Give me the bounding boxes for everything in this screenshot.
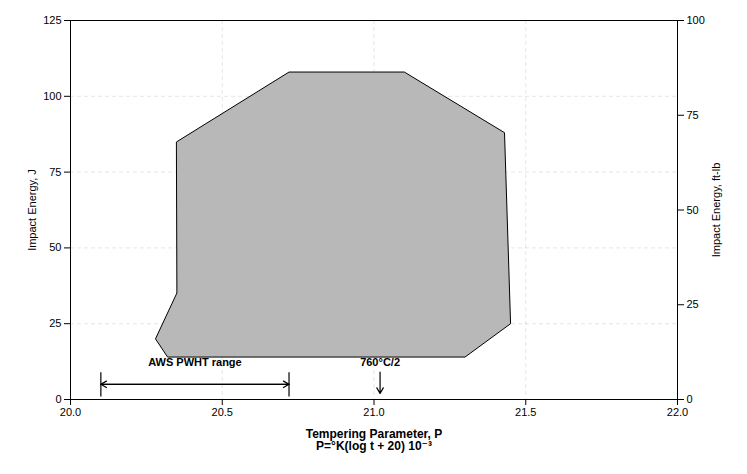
svg-text:0: 0	[687, 393, 693, 405]
svg-text:AWS PWHT range: AWS PWHT range	[148, 356, 242, 368]
svg-text:75: 75	[49, 166, 61, 178]
svg-text:50: 50	[49, 241, 61, 253]
svg-text:Impact Energy, J: Impact Energy, J	[26, 169, 38, 251]
svg-text:100: 100	[43, 90, 61, 102]
svg-text:0: 0	[55, 393, 61, 405]
svg-text:21.5: 21.5	[515, 406, 536, 418]
svg-text:75: 75	[687, 109, 699, 121]
svg-text:25: 25	[49, 317, 61, 329]
svg-text:125: 125	[43, 14, 61, 26]
svg-text:50: 50	[687, 204, 699, 216]
svg-text:21.0: 21.0	[363, 406, 384, 418]
svg-text:760°C/2: 760°C/2	[360, 356, 400, 368]
svg-text:20.5: 20.5	[212, 406, 233, 418]
svg-text:100: 100	[687, 14, 705, 26]
svg-text:22.0: 22.0	[667, 406, 688, 418]
svg-text:Tempering Parameter, PP=°K(log: Tempering Parameter, PP=°K(log t + 20) 1…	[306, 427, 443, 453]
svg-text:25: 25	[687, 298, 699, 310]
svg-text:Impact Energy, ft-lb: Impact Energy, ft-lb	[710, 163, 722, 258]
svg-text:20.0: 20.0	[60, 406, 81, 418]
